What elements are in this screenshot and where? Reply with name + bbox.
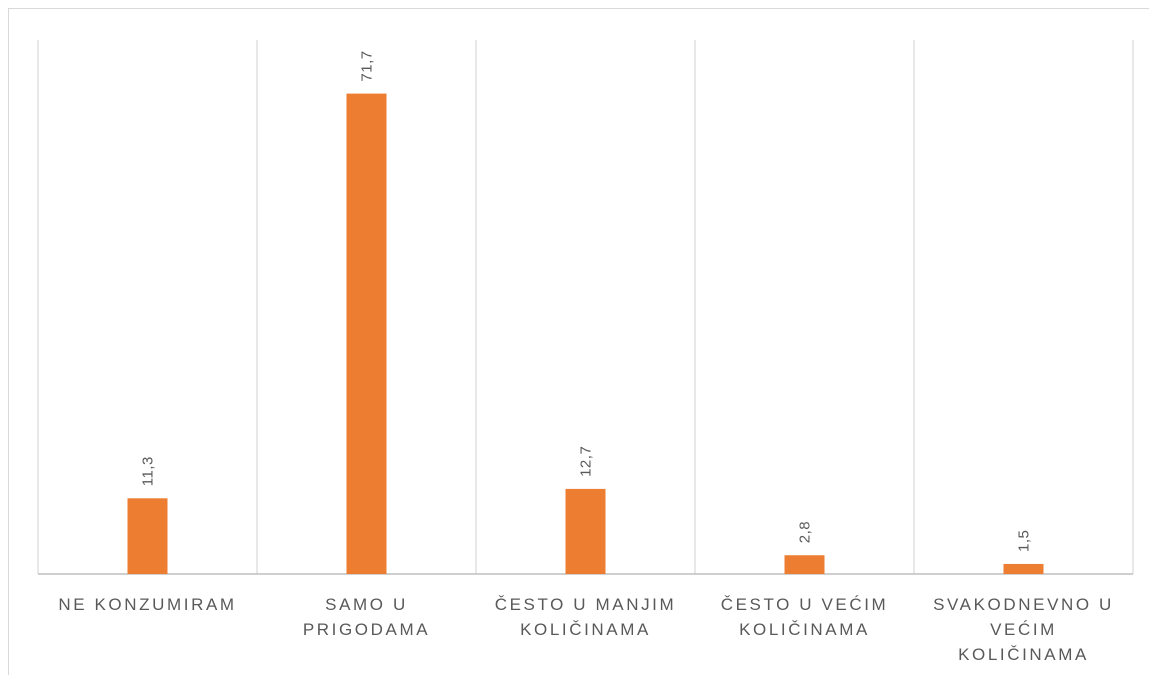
category-label: ČESTO U VEĆIM: [721, 595, 889, 614]
category-label: KOLIČINAMA: [739, 620, 870, 639]
category-label: KOLIČINAMA: [958, 645, 1089, 664]
bar: [565, 488, 606, 574]
category-label: ČESTO U MANJIM: [495, 595, 677, 614]
category-label: VEĆIM: [990, 620, 1057, 639]
data-label: 2,8: [797, 521, 814, 543]
category-label: PRIGODAMA: [303, 620, 430, 639]
data-label: 12,7: [578, 446, 595, 477]
category-label: NE KONZUMIRAM: [58, 595, 236, 614]
category-label: SVAKODNEVNO U: [933, 595, 1114, 614]
bar: [784, 555, 825, 574]
category-label: KOLIČINAMA: [520, 620, 651, 639]
category-label: SAMO U: [325, 595, 408, 614]
category-separators: [37, 40, 1134, 574]
bar: [127, 498, 168, 574]
data-label: 11,3: [140, 456, 157, 486]
chart-frame: [8, 8, 1149, 675]
bar: [1003, 563, 1044, 574]
bars-group: [127, 93, 1044, 574]
category-labels-group: NE KONZUMIRAM SAMO U PRIGODAMA ČESTO U MANJ…: [58, 595, 1114, 664]
data-label: 1,5: [1016, 530, 1033, 552]
data-label: 71,7: [359, 50, 376, 81]
bar: [346, 93, 387, 574]
data-labels-group: 11,3 71,7 12,7 2,8 1,5: [140, 50, 1033, 552]
